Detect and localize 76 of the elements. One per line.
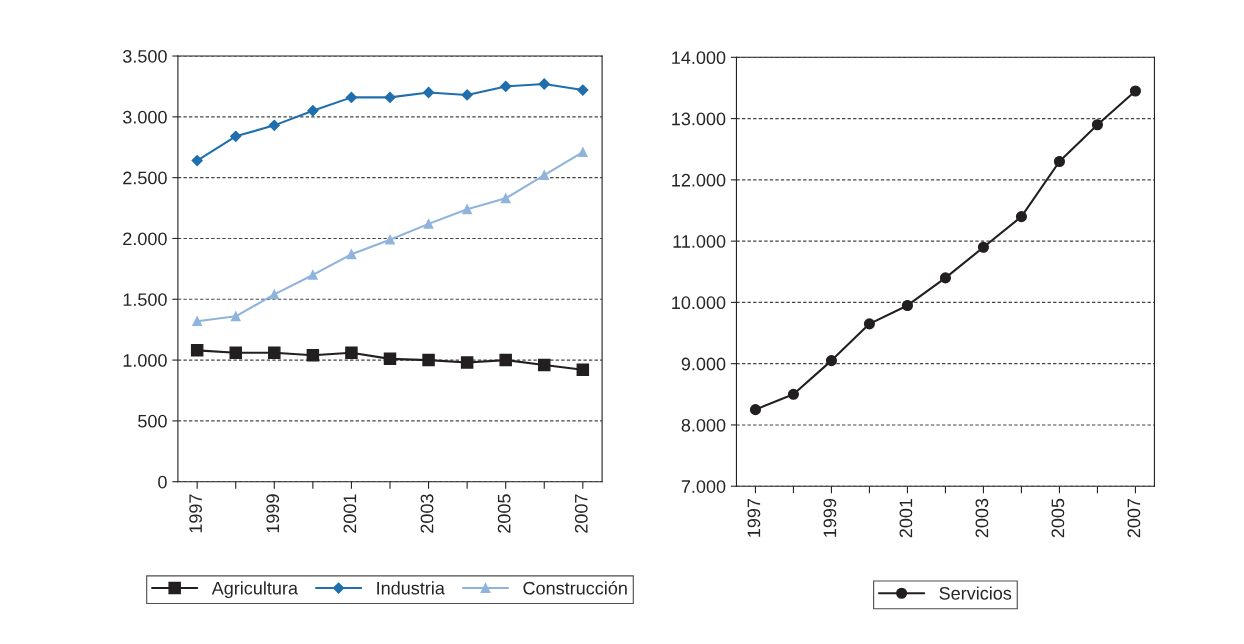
point: [422, 353, 435, 367]
x-tick-label: 2003: [975, 498, 989, 538]
point: [825, 355, 838, 367]
point: [787, 388, 800, 400]
point: [1015, 211, 1027, 223]
legend-label: Construcción: [523, 581, 627, 595]
point: [191, 155, 203, 167]
point: [230, 130, 242, 142]
y-tick-label: 2.500: [123, 171, 167, 185]
point: [901, 299, 913, 312]
point: [383, 352, 397, 366]
point: [269, 289, 280, 300]
y-tick-label: 13.000: [672, 112, 726, 126]
point: [1129, 85, 1141, 97]
legend-label: Industria: [377, 581, 445, 595]
y-tick-label: 3.500: [122, 49, 167, 63]
legend-label: Servicios: [939, 586, 1012, 600]
y-tick-label: 1.500: [123, 293, 167, 306]
y-tick-label: 9.000: [681, 357, 726, 371]
y-tick-label: 8.000: [681, 418, 726, 432]
point: [539, 170, 550, 181]
point: [537, 358, 551, 372]
point: [268, 119, 280, 131]
point: [461, 89, 473, 101]
point: [345, 91, 358, 103]
point: [192, 316, 203, 327]
point: [346, 249, 357, 260]
x-tick-label: 2007: [574, 494, 588, 533]
x-tick-label: 2005: [1051, 498, 1065, 538]
x-tick-label: 2007: [1127, 498, 1141, 538]
y-tick-label: 2.000: [123, 232, 167, 246]
x-tick-label: 2001: [343, 494, 357, 533]
point: [500, 193, 511, 204]
x-tick-label: 1999: [823, 498, 837, 537]
y-tick-label: 500: [138, 414, 167, 428]
point: [422, 86, 435, 99]
point: [500, 80, 512, 93]
x-tick-label: 2005: [497, 494, 511, 533]
point: [939, 272, 951, 284]
point: [385, 234, 395, 245]
legend-label: Agricultura: [211, 581, 298, 599]
point: [749, 404, 762, 416]
x-tick-label: 2003: [420, 494, 434, 533]
point: [345, 346, 358, 360]
point: [863, 318, 875, 330]
point: [268, 346, 281, 360]
x-tick-label: 2001: [899, 498, 913, 538]
y-tick-label: 0: [158, 475, 167, 489]
y-tick-label: 11.000: [673, 235, 726, 248]
x-tick-label: 1997: [747, 498, 761, 537]
y-tick-label: 12.000: [672, 173, 726, 187]
y-tick-label: 1.000: [123, 354, 167, 367]
point: [308, 270, 318, 280]
point: [577, 147, 588, 157]
point: [977, 241, 989, 253]
point: [230, 311, 241, 322]
point: [538, 78, 550, 90]
point: [423, 219, 434, 229]
y-tick-label: 3.000: [122, 110, 167, 124]
point: [1053, 155, 1065, 168]
point: [384, 91, 396, 103]
point: [576, 363, 590, 377]
point: [460, 356, 474, 369]
y-tick-label: 10.000: [672, 296, 726, 310]
point: [577, 84, 589, 96]
point: [499, 353, 512, 367]
point: [462, 204, 472, 215]
point: [190, 344, 204, 357]
point: [229, 346, 242, 360]
point: [306, 348, 320, 362]
x-tick-label: 1999: [266, 494, 280, 533]
y-tick-label: 14.000: [672, 51, 726, 65]
point: [1091, 119, 1103, 131]
y-tick-label: 7.000: [681, 480, 726, 493]
x-tick-label: 1997: [189, 494, 203, 533]
point: [307, 105, 319, 117]
